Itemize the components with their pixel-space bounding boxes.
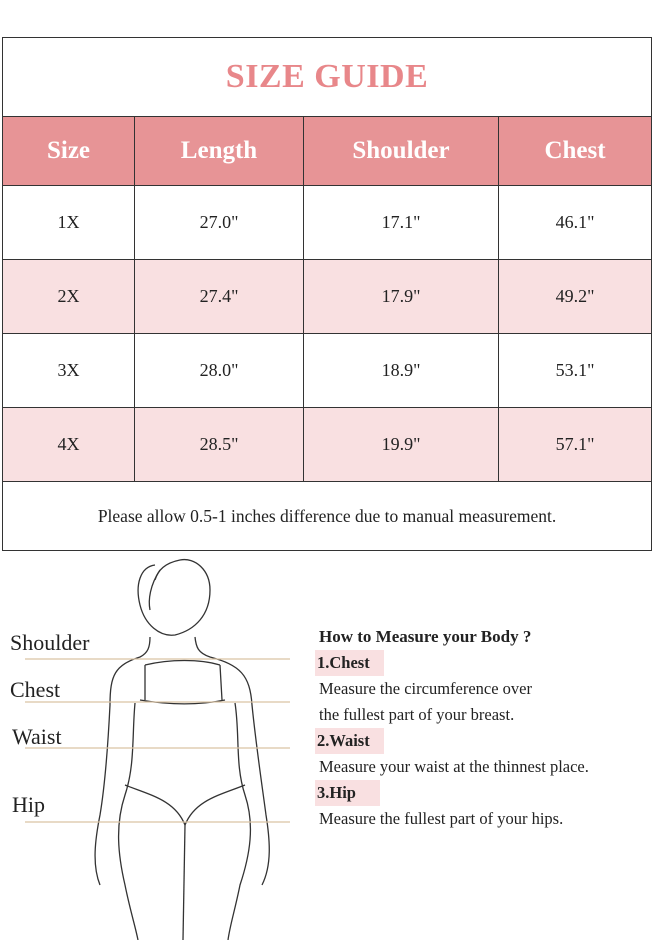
label-shoulder: Shoulder <box>10 630 90 655</box>
cell: 1X <box>2 185 135 260</box>
step-hip-title: 3.Hip <box>315 780 380 806</box>
body-outline-illustration <box>25 558 290 940</box>
step-waist-title: 2.Waist <box>315 728 384 754</box>
cell: 4X <box>2 407 135 482</box>
cell: 27.0" <box>134 185 304 260</box>
measurement-note: Please allow 0.5-1 inches difference due… <box>1 481 653 551</box>
howto-heading: How to Measure your Body ? <box>319 627 532 646</box>
cell: 19.9" <box>303 407 499 482</box>
step-text: the fullest part of your breast. <box>319 705 515 724</box>
table-row: 1X 27.0" 17.1" 46.1" <box>2 185 653 260</box>
step-text: Measure the circumference over <box>319 679 533 698</box>
label-waist: Waist <box>12 724 62 749</box>
page-title: SIZE GUIDE <box>1 37 653 117</box>
cell: 17.9" <box>303 259 499 334</box>
step-text: Measure your waist at the thinnest place… <box>319 757 589 776</box>
step-chest-title: 1.Chest <box>315 650 384 676</box>
header-row: Size Length Shoulder Chest <box>2 116 653 186</box>
how-to-measure: How to Measure your Body ? 1.Chest Measu… <box>315 624 589 832</box>
cell: 28.5" <box>134 407 304 482</box>
cell: 53.1" <box>497 333 653 408</box>
cell: 28.0" <box>134 333 304 408</box>
cell: 46.1" <box>497 185 653 260</box>
cell: 17.1" <box>303 185 499 260</box>
label-chest: Chest <box>10 677 61 702</box>
cell: 27.4" <box>134 259 304 334</box>
cell: 2X <box>2 259 135 334</box>
header-shoulder: Shoulder <box>303 116 499 186</box>
header-length: Length <box>134 116 304 186</box>
header-size: Size <box>2 116 135 186</box>
table-row: 4X 28.5" 19.9" 57.1" <box>2 407 653 482</box>
label-hip: Hip <box>12 792 45 817</box>
cell: 3X <box>2 333 135 408</box>
step-text: Measure the fullest part of your hips. <box>319 809 564 828</box>
table-row: 2X 27.4" 17.9" 49.2" <box>2 259 653 334</box>
cell: 18.9" <box>303 333 499 408</box>
table-row: 3X 28.0" 18.9" 53.1" <box>2 333 653 408</box>
header-chest: Chest <box>497 116 653 186</box>
size-table: SIZE GUIDE Size Length Shoulder Chest 1X… <box>1 37 653 551</box>
cell: 49.2" <box>497 259 653 334</box>
cell: 57.1" <box>497 407 653 482</box>
